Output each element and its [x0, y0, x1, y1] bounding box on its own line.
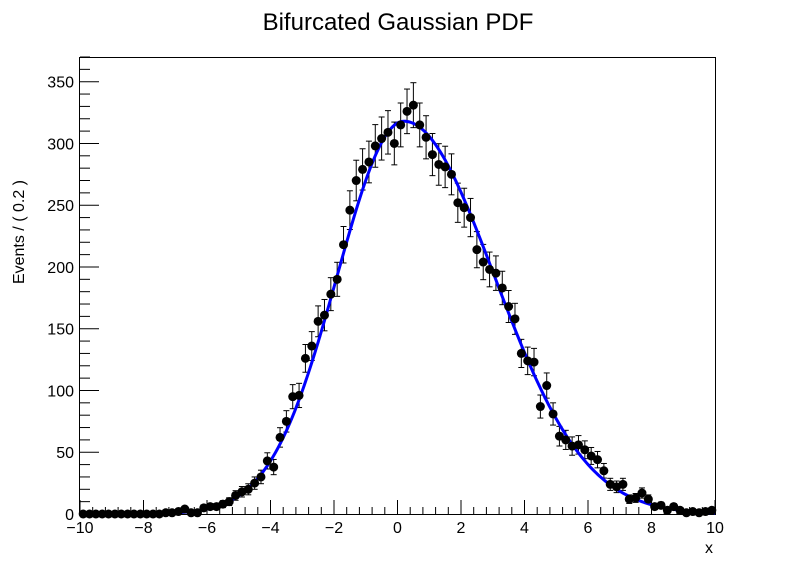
data-point: [358, 165, 367, 174]
chart-title: Bifurcated Gaussian PDF: [263, 9, 534, 36]
y-axis-label: Events / ( 0.2 ): [11, 180, 28, 284]
data-point: [352, 176, 361, 185]
y-tick-label: 150: [47, 322, 74, 339]
data-point: [618, 480, 627, 489]
x-tick-label: −8: [134, 520, 152, 537]
y-tick-label: 200: [47, 260, 74, 277]
x-tick-label: 10: [706, 520, 724, 537]
x-tick-label: 0: [393, 520, 402, 537]
data-point: [339, 240, 348, 249]
error-bars: [80, 83, 715, 514]
data-point: [542, 381, 551, 390]
data-point: [409, 101, 418, 110]
data-point: [371, 141, 380, 150]
x-tick-label: −2: [325, 520, 343, 537]
data-point: [466, 213, 475, 222]
data-point: [447, 170, 456, 179]
data-point: [282, 417, 291, 426]
data-point: [333, 275, 342, 284]
data-point: [307, 342, 316, 351]
data-point: [517, 349, 526, 358]
data-point: [530, 358, 539, 367]
x-tick-label: 2: [457, 520, 466, 537]
x-tick-label: −4: [261, 520, 279, 537]
data-point: [428, 150, 437, 159]
data-point: [390, 139, 399, 148]
data-point: [269, 463, 278, 472]
data-point: [491, 269, 500, 278]
data-point: [345, 206, 354, 215]
data-point: [422, 133, 431, 142]
data-point: [326, 290, 335, 299]
data-point: [504, 302, 513, 311]
data-point: [396, 120, 405, 129]
x-tick-label: 8: [647, 520, 656, 537]
data-point: [479, 258, 488, 267]
data-point: [707, 506, 716, 515]
data-point: [320, 311, 329, 320]
data-point: [383, 128, 392, 137]
data-points: [79, 101, 717, 519]
x-axis-label: x: [705, 540, 713, 557]
y-tick-label: 250: [47, 198, 74, 215]
data-point: [295, 391, 304, 400]
data-point: [593, 455, 602, 464]
data-point: [441, 162, 450, 171]
y-tick-label: 350: [47, 75, 74, 92]
data-point: [644, 495, 653, 504]
y-tick-label: 100: [47, 383, 74, 400]
data-point: [498, 283, 507, 292]
x-tick-label: 6: [584, 520, 593, 537]
data-point: [415, 120, 424, 129]
data-point: [510, 314, 519, 323]
y-tick-label: 0: [65, 507, 74, 524]
y-tick-label: 50: [56, 445, 74, 462]
data-point: [599, 466, 608, 475]
x-tick-label: −6: [198, 520, 216, 537]
fit-curve: [80, 121, 715, 514]
data-point: [536, 402, 545, 411]
data-point: [460, 203, 469, 212]
data-point: [549, 409, 558, 418]
data-point: [472, 245, 481, 254]
data-point: [256, 472, 265, 481]
data-point: [276, 433, 285, 442]
y-tick-label: 300: [47, 136, 74, 153]
x-tick-label: 4: [520, 520, 529, 537]
data-point: [364, 157, 373, 166]
data-point: [301, 354, 310, 363]
